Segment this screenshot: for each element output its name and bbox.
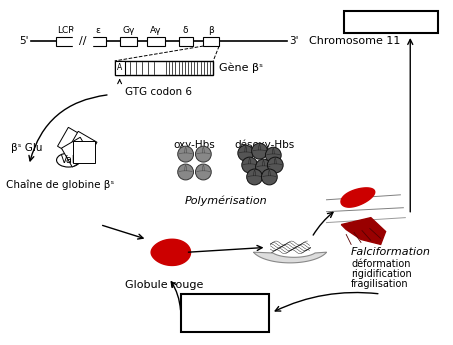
Text: Falciformation: Falciformation: [351, 247, 431, 257]
Text: βˢ Glu: βˢ Glu: [11, 143, 43, 153]
Circle shape: [178, 164, 193, 180]
Text: LCR: LCR: [57, 26, 74, 35]
Bar: [56, 37, 75, 46]
Text: Val: Val: [61, 155, 76, 165]
Text: Aγ: Aγ: [150, 26, 162, 35]
Text: Globule rouge: Globule rouge: [125, 280, 203, 290]
Polygon shape: [341, 218, 386, 244]
Polygon shape: [254, 252, 327, 263]
Polygon shape: [151, 239, 191, 265]
Text: //: //: [79, 36, 87, 46]
Bar: [90, 37, 106, 46]
Circle shape: [242, 157, 258, 173]
Text: GTG codon 6: GTG codon 6: [125, 87, 192, 97]
Text: Gène βˢ: Gène βˢ: [219, 62, 263, 73]
Circle shape: [196, 146, 211, 162]
Bar: [115, 61, 213, 75]
Bar: [181, 294, 270, 332]
Circle shape: [267, 157, 283, 173]
Text: oxy-Hbs: oxy-Hbs: [173, 140, 215, 150]
Text: Chaîne de globine βˢ: Chaîne de globine βˢ: [6, 180, 115, 190]
Text: δ: δ: [183, 26, 188, 35]
Text: Vaso-occlusion: Vaso-occlusion: [347, 16, 435, 29]
Bar: [147, 37, 165, 46]
Text: 3': 3': [289, 36, 299, 46]
Circle shape: [238, 145, 254, 161]
Bar: [344, 11, 438, 33]
Polygon shape: [341, 188, 375, 207]
Circle shape: [265, 147, 281, 163]
Ellipse shape: [57, 153, 80, 167]
Bar: [120, 37, 137, 46]
Circle shape: [255, 159, 271, 175]
Text: ε: ε: [96, 26, 101, 35]
Polygon shape: [62, 137, 91, 167]
Circle shape: [178, 146, 193, 162]
Bar: [203, 37, 219, 46]
Circle shape: [261, 169, 277, 185]
Bar: [179, 37, 193, 46]
Text: Polymérisation: Polymérisation: [185, 196, 267, 206]
Circle shape: [251, 143, 267, 159]
Text: fragilisation: fragilisation: [351, 279, 409, 289]
Text: désoxy-Hbs: désoxy-Hbs: [234, 140, 294, 150]
Polygon shape: [67, 131, 97, 161]
Text: Anémie
hémolytique: Anémie hémolytique: [188, 299, 262, 327]
Text: β: β: [208, 26, 214, 35]
Text: déformation: déformation: [351, 259, 410, 269]
Polygon shape: [73, 141, 95, 163]
Circle shape: [196, 164, 211, 180]
Bar: [115, 61, 125, 75]
Text: A: A: [117, 63, 122, 72]
Text: rigidification: rigidification: [351, 269, 412, 279]
Text: 5': 5': [19, 36, 29, 46]
Text: Gγ: Gγ: [122, 26, 135, 35]
Circle shape: [247, 169, 262, 185]
Polygon shape: [58, 127, 87, 157]
Text: Chromosome 11: Chromosome 11: [309, 36, 400, 46]
